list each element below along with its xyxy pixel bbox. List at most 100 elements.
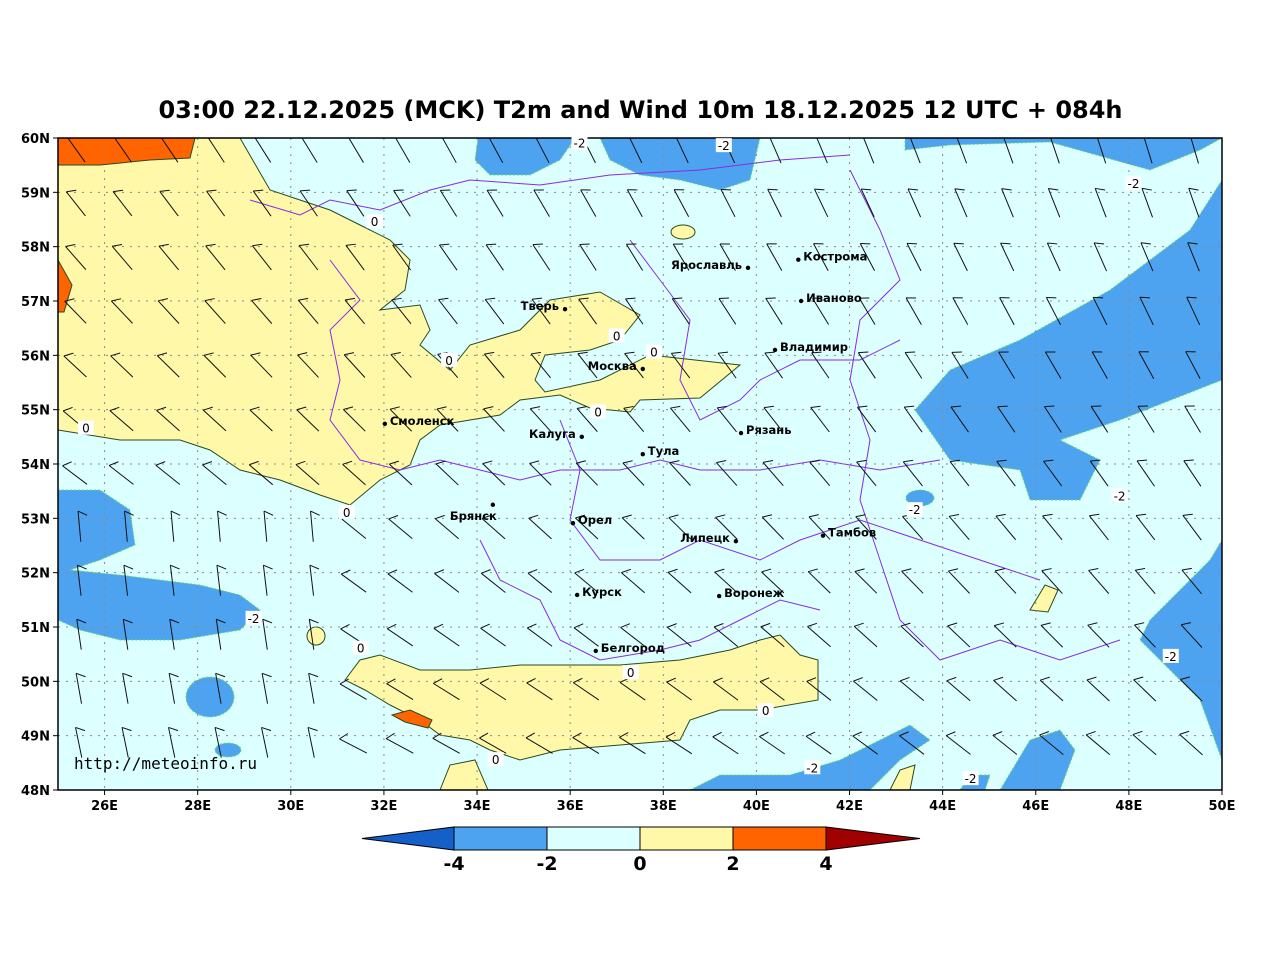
wind-barb-flag: [667, 623, 677, 628]
wind-barb-shaft: [670, 353, 691, 379]
wind-barb-shaft: [483, 408, 505, 432]
wind-barb-shaft: [669, 462, 691, 486]
wind-barb-shaft: [814, 188, 829, 218]
lon-tick-label: 30E: [277, 799, 304, 814]
wind-barb-flag: [214, 726, 225, 732]
wind-barb-flag: [807, 622, 818, 627]
wind-barb-flag: [576, 460, 586, 464]
wind-barb-flag: [532, 243, 543, 246]
wind-barb-flag: [718, 297, 730, 300]
wind-barb-shaft: [343, 354, 366, 378]
wind-barb-flag: [1000, 242, 1011, 245]
wind-barb-shaft: [65, 246, 87, 270]
wind-barb-flag: [1140, 242, 1151, 245]
axis-ticks: 26E 28E 30E 32E 34E 36E 38E 40E 42E 44E 46E 48E 50E 4…: [21, 132, 1235, 814]
wind-barb-shaft: [391, 299, 412, 325]
wind-barb-shaft: [1039, 679, 1064, 702]
colorbar-under-arrow: [361, 826, 455, 851]
wind-barb-flag: [764, 351, 775, 354]
lat-tick-label: 58N: [21, 241, 50, 256]
wind-barb-shaft: [343, 409, 366, 432]
wind-barb-shaft: [666, 681, 692, 701]
wind-barb-flag: [815, 135, 825, 136]
wind-barb-flag: [169, 618, 180, 624]
wind-barb-shaft: [215, 673, 222, 704]
wind-barb-flag: [853, 622, 864, 627]
contour-label-bg: [571, 135, 588, 150]
wind-barb-flag: [853, 677, 863, 682]
contour-label: -2: [248, 612, 260, 626]
wind-barb-flag: [344, 297, 355, 301]
wind-barb-shaft: [673, 189, 690, 218]
wind-barb-shaft: [1047, 188, 1061, 218]
city-label: Курск: [582, 585, 622, 599]
lon-tick-label: 28E: [184, 799, 211, 814]
lat-tick-label: 55N: [21, 404, 50, 419]
wind-barb-shaft: [438, 244, 458, 271]
wind-barb-shaft: [123, 565, 129, 596]
contour-label-bg: [1162, 648, 1179, 663]
wind-barb-shaft: [714, 571, 738, 594]
contour-label: 0: [492, 753, 500, 767]
wind-barb-shaft: [1001, 188, 1014, 218]
wind-barb-flag: [481, 514, 492, 519]
wind-barb-flag: [769, 135, 779, 136]
wind-barb-flag: [907, 188, 919, 191]
contour-label-bg: [715, 138, 732, 153]
wind-barb-flag: [899, 731, 909, 737]
wind-barb-shaft: [388, 463, 413, 486]
wind-barb-shaft: [1088, 570, 1110, 594]
wind-barb-flag: [124, 510, 134, 516]
wind-barb-shaft: [769, 138, 782, 164]
wind-barb-flag: [121, 726, 132, 732]
wind-barb-shaft: [901, 570, 924, 594]
wind-barb-shaft: [435, 463, 459, 486]
wind-barb-flag: [296, 406, 307, 411]
wind-barb-shaft: [339, 738, 368, 754]
wind-barb-shaft: [533, 189, 550, 217]
wind-barb-flag: [249, 460, 259, 466]
wind-barb-flag: [111, 298, 122, 302]
wind-barb-shaft: [626, 189, 643, 217]
wind-barb-flag: [1040, 676, 1050, 681]
wind-barb-flag: [251, 298, 262, 301]
wind-barb-shaft: [578, 298, 598, 325]
wind-barb-flag: [158, 243, 169, 247]
wind-barb-shaft: [952, 297, 969, 325]
wind-barb-shaft: [480, 627, 506, 647]
wind-barb-shaft: [214, 727, 222, 758]
wind-barb-flag: [903, 459, 914, 463]
wind-barb-flag: [170, 564, 180, 570]
wind-barb-shaft: [160, 138, 179, 163]
wind-barb-flag: [391, 297, 402, 301]
lat-tick-label: 53N: [21, 512, 50, 527]
wind-barb-shaft: [1087, 624, 1110, 648]
wind-barb-shaft: [392, 244, 412, 271]
wind-barb-shaft: [249, 409, 273, 432]
wind-barb-flag: [900, 622, 911, 627]
wind-barb-flag: [946, 676, 957, 682]
wind-barb-flag: [713, 623, 724, 628]
wind-barb-shaft: [667, 572, 692, 594]
wind-barb-shaft: [297, 299, 319, 325]
wind-barb-flag: [1049, 134, 1059, 136]
wind-barb-shaft: [438, 299, 458, 325]
wind-barb-shaft: [907, 188, 922, 218]
wind-barb-shaft: [526, 682, 553, 701]
wind-barb-flag: [997, 405, 1008, 408]
wind-barb-flag: [385, 732, 395, 740]
wind-barb-shaft: [759, 736, 786, 755]
wind-barb-shaft: [168, 727, 176, 758]
wind-barb-flag: [479, 678, 490, 684]
wind-barb-flag: [481, 569, 491, 574]
wind-barb-flag: [217, 510, 227, 516]
wind-barb-shaft: [76, 619, 82, 650]
wind-barb-flag: [1095, 187, 1106, 191]
wind-barb-flag: [901, 568, 912, 572]
wind-barb-flag: [716, 460, 727, 464]
lon-tick-label: 26E: [91, 799, 118, 814]
wind-barb-flag: [948, 568, 959, 572]
wind-barb-shaft: [168, 673, 176, 704]
wind-barb-shaft: [623, 407, 645, 433]
wind-barb-shaft: [479, 682, 507, 701]
